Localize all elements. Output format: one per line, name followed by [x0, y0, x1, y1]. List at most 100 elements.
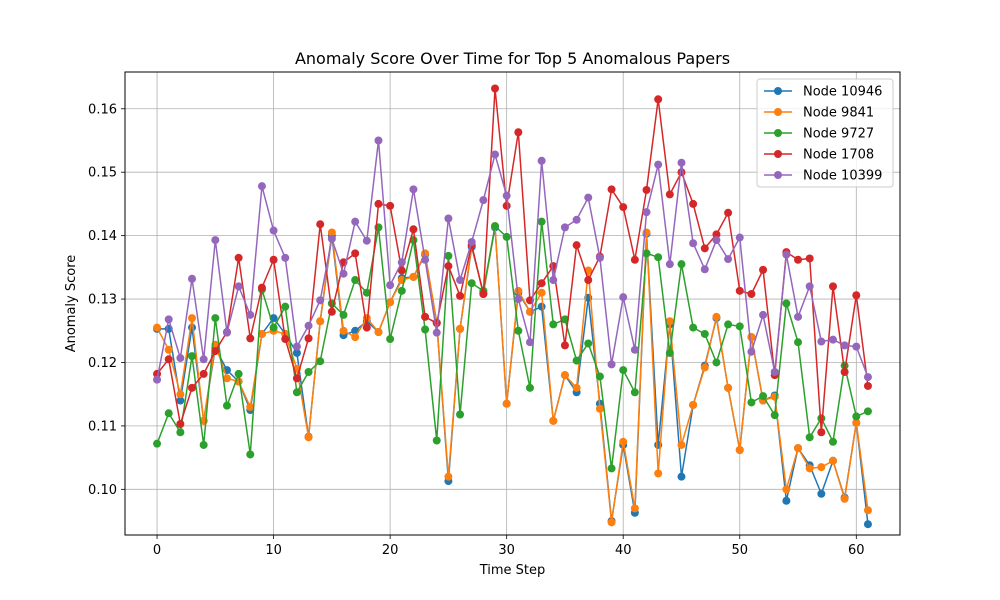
data-point	[397, 286, 406, 295]
data-point	[153, 375, 162, 384]
legend-marker	[774, 87, 782, 95]
data-point	[840, 368, 849, 376]
data-point	[759, 392, 768, 401]
data-point	[281, 335, 290, 344]
data-point	[630, 504, 639, 513]
data-point	[863, 373, 872, 382]
data-point	[735, 233, 744, 242]
data-point	[584, 276, 593, 285]
data-point	[397, 258, 406, 267]
data-point	[654, 160, 663, 169]
data-point	[409, 185, 418, 194]
data-point	[665, 190, 674, 199]
data-point	[665, 348, 674, 357]
legend-marker	[774, 129, 782, 137]
y-tick-label: 0.10	[88, 483, 117, 498]
data-point	[222, 328, 231, 337]
data-point	[817, 463, 826, 472]
data-point	[316, 357, 325, 366]
series-layer	[153, 84, 872, 529]
data-point	[467, 279, 476, 288]
data-point	[619, 293, 628, 302]
data-point	[642, 249, 651, 258]
data-point	[222, 401, 231, 410]
data-point	[374, 199, 383, 208]
data-point	[514, 128, 523, 137]
data-point	[805, 282, 814, 291]
data-point	[560, 223, 569, 232]
data-point	[514, 295, 523, 304]
data-point	[456, 276, 465, 285]
data-point	[560, 341, 569, 350]
data-point	[712, 312, 721, 321]
y-tick-label: 0.16	[88, 102, 117, 117]
data-point	[677, 440, 686, 449]
data-point	[595, 404, 604, 413]
data-point	[351, 249, 360, 258]
data-point	[642, 208, 651, 217]
y-tick-label: 0.13	[88, 293, 117, 308]
data-point	[677, 168, 686, 177]
data-point	[153, 323, 162, 332]
data-point	[467, 237, 476, 246]
data-point	[491, 84, 500, 93]
data-point	[654, 95, 663, 104]
data-point	[164, 315, 173, 324]
data-point	[700, 265, 709, 274]
y-tick-label: 0.11	[88, 419, 117, 434]
data-point	[852, 418, 861, 427]
data-point	[304, 334, 313, 343]
series-node-10399	[153, 136, 872, 384]
data-point	[584, 339, 593, 348]
data-point	[176, 390, 185, 399]
data-point	[432, 328, 441, 337]
data-point	[805, 464, 814, 473]
data-point	[572, 356, 581, 365]
data-point	[176, 354, 185, 363]
data-point	[211, 236, 220, 245]
data-point	[665, 317, 674, 326]
data-point	[316, 220, 325, 229]
data-point	[304, 368, 313, 376]
data-point	[292, 374, 301, 383]
data-point	[514, 286, 523, 295]
data-point	[654, 253, 663, 262]
data-point	[432, 436, 441, 445]
data-point	[700, 329, 709, 338]
data-point	[374, 136, 383, 145]
data-point	[619, 366, 628, 375]
data-point	[689, 199, 698, 208]
x-tick-label: 30	[498, 543, 515, 558]
data-point	[188, 323, 197, 332]
legend: Node 10946 Node 9841 Node 9727 Node 1708 Nod…	[756, 78, 894, 188]
data-point	[327, 307, 336, 316]
data-point	[537, 302, 546, 311]
data-point	[199, 369, 208, 378]
data-point	[863, 407, 872, 416]
data-point	[386, 298, 395, 307]
data-point	[747, 347, 756, 356]
data-point	[188, 383, 197, 392]
data-point	[444, 251, 453, 260]
data-point	[269, 226, 278, 235]
data-point	[630, 388, 639, 397]
data-point	[444, 214, 453, 223]
data-point	[421, 312, 430, 321]
data-point	[794, 255, 803, 264]
data-point	[735, 286, 744, 295]
data-point	[525, 383, 534, 392]
series-node-1708	[153, 84, 872, 437]
data-point	[759, 310, 768, 319]
data-point	[153, 439, 162, 448]
data-point	[619, 203, 628, 212]
data-point	[164, 355, 173, 364]
data-point	[211, 314, 220, 323]
data-point	[362, 323, 371, 332]
data-point	[747, 289, 756, 298]
data-point	[491, 222, 500, 231]
data-point	[164, 409, 173, 418]
data-point	[735, 322, 744, 331]
data-point	[176, 396, 185, 405]
data-point	[421, 325, 430, 334]
